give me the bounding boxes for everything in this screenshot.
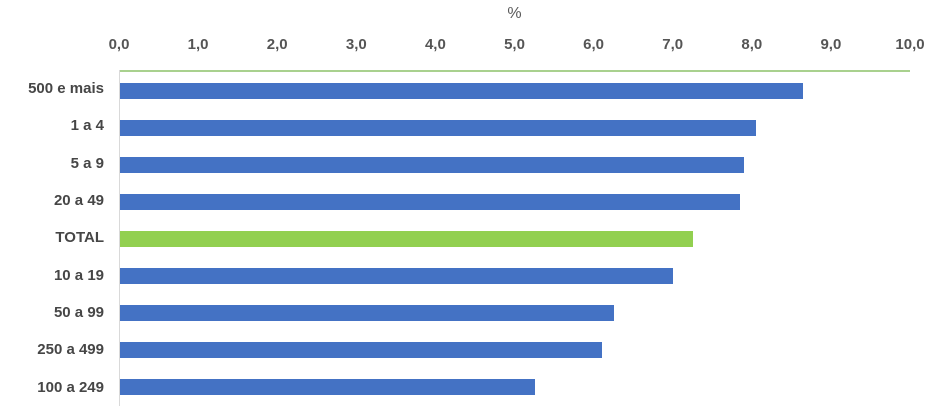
category-label: 10 a 19 [53,266,104,284]
category-label: 1 a 4 [70,117,104,135]
bar-row [120,183,910,220]
bar-row [120,220,910,257]
value-bar [120,82,804,99]
x-tick-label: 4,0 [424,36,446,53]
x-tick-label: 5,0 [504,36,525,53]
x-tick-label: 7,0 [662,36,684,53]
x-axis-line [119,70,910,72]
bar-row [120,72,910,109]
x-tick-label: 3,0 [345,36,367,53]
value-bar [120,119,756,136]
value-bar [120,193,741,210]
x-tick-label: 8,0 [741,36,763,53]
value-bar [120,305,614,322]
value-bar [120,156,745,173]
bar-series [120,72,910,406]
plot-area [119,70,910,406]
bar-row [120,332,910,369]
x-tick-label: 1,0 [187,36,209,53]
total-bar [120,230,693,247]
value-bar [120,268,673,285]
x-tick-label: 2,0 [266,36,288,53]
category-label: 500 e mais [28,80,104,98]
category-label: 100 a 249 [37,378,104,396]
x-tick-label: 10,0 [895,36,925,53]
category-label: 5 a 9 [70,154,104,172]
y-axis-line [119,70,120,406]
bar-row [120,146,910,183]
category-label: 50 a 99 [53,304,104,322]
bar-row [120,258,910,295]
y-axis-category-labels: 500 e mais 1 a 4 5 a 9 20 a 49 TOTAL 10 a 19 5… [0,70,104,406]
chart-title: % [507,5,522,22]
x-tick-label: 6,0 [583,36,605,53]
bar-row [120,109,910,146]
value-bar [120,342,602,359]
x-tick-label: 9,0 [820,36,842,53]
bar-row [120,295,910,332]
bar-row [120,369,910,406]
category-label: 20 a 49 [53,192,104,210]
category-label: TOTAL [55,229,104,247]
value-bar [120,379,535,396]
x-tick-label: 0,0 [108,36,130,53]
category-label: 250 a 499 [37,341,104,359]
